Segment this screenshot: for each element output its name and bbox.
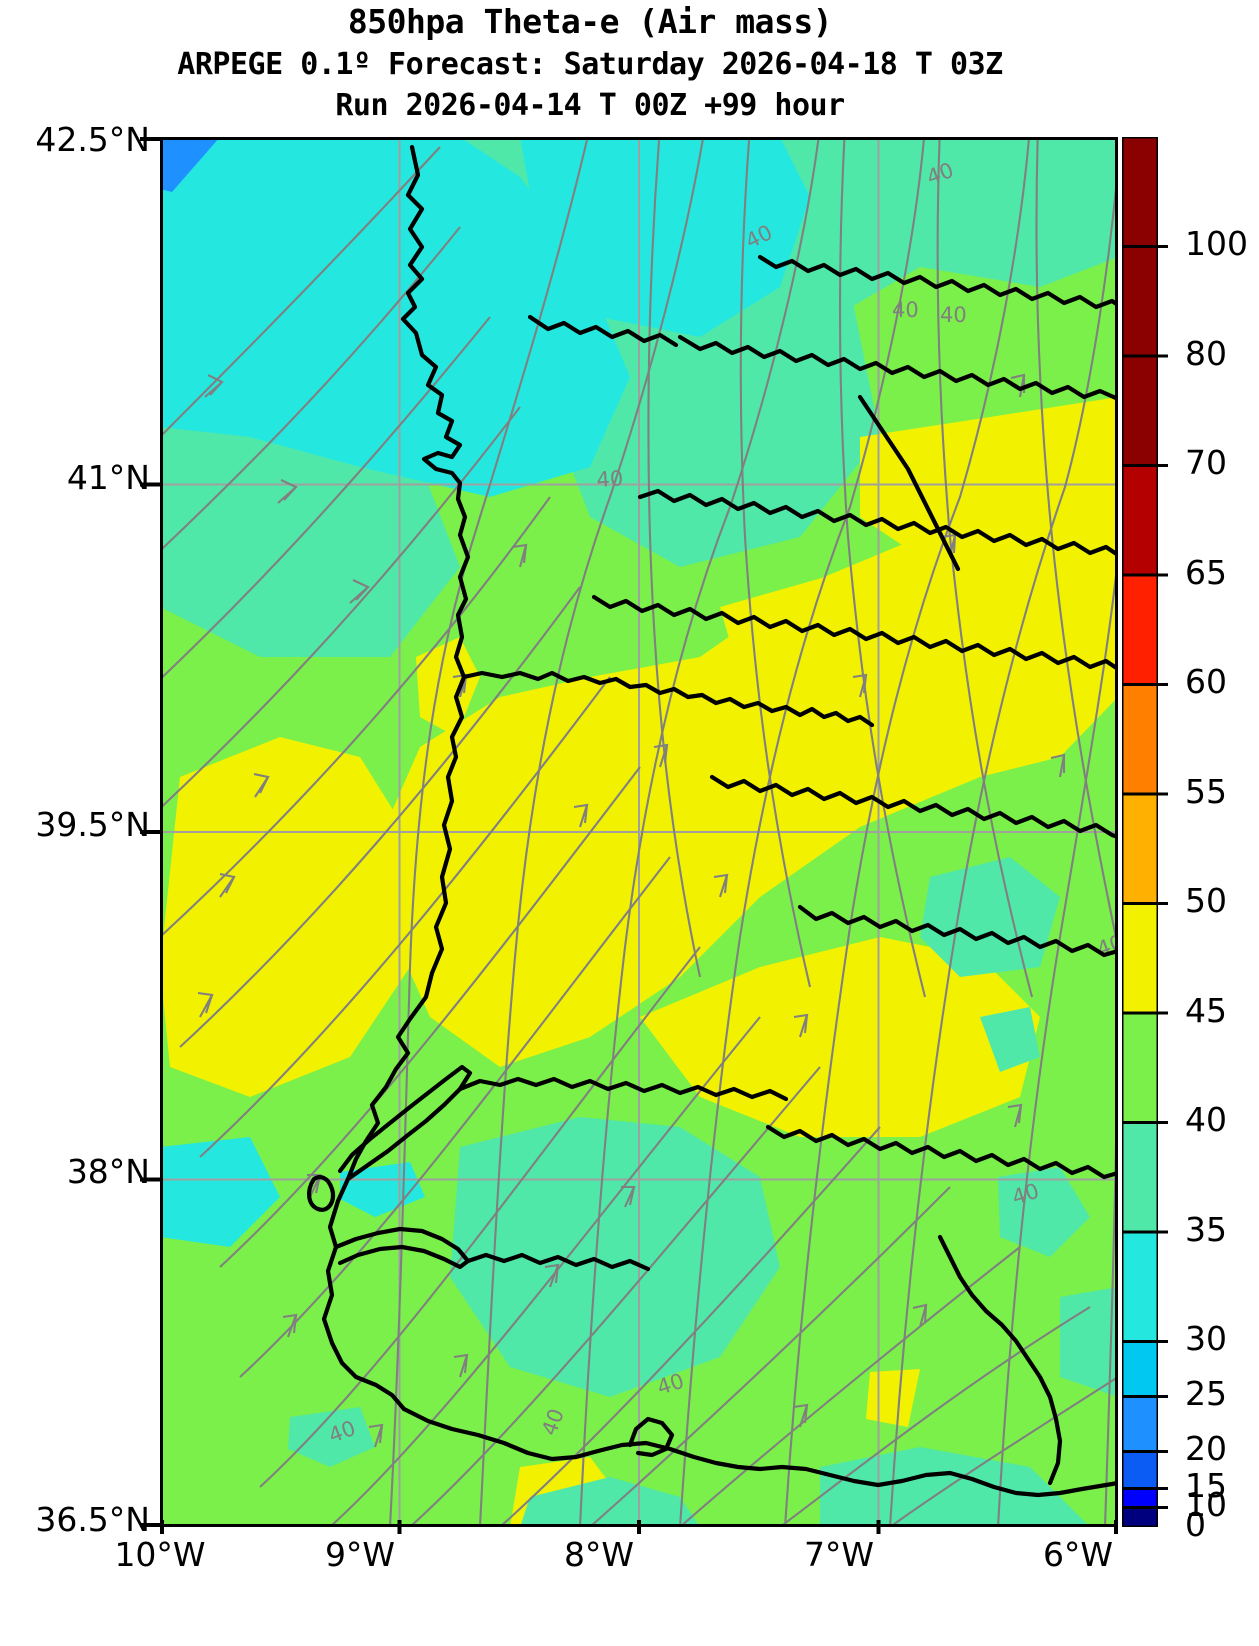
band-40-45-bottom (520, 1477, 700, 1527)
cb-label-45: 45 (1185, 991, 1227, 1030)
cb-label-65: 65 (1185, 553, 1227, 592)
lon-ticks (160, 1520, 1118, 1534)
band-35-40-b (520, 137, 810, 337)
band-40-45-e4 (1060, 1287, 1118, 1397)
border-interior-7 (765, 1124, 1118, 1180)
border-pt-es-south (465, 1252, 651, 1272)
border-interior-1 (677, 334, 1118, 402)
wind-streamlines (160, 137, 1118, 1527)
lat-label-42-5: 42.5°N (35, 120, 150, 159)
colorbar-swatches (1122, 137, 1158, 1527)
band-40-45-south (450, 1117, 780, 1397)
contour-label-40-3: 40 (892, 298, 919, 322)
cb-label-55: 55 (1185, 772, 1227, 811)
border-interior-5 (709, 774, 1118, 840)
band-40-45-sw (288, 1407, 375, 1467)
contour-label-40-5: 40 (596, 466, 624, 492)
title-line-2: ARPEGE 0.1º Forecast: Saturday 2026-04-1… (177, 47, 1003, 82)
lat-label-36-5: 36.5°N (35, 1500, 150, 1539)
lon-label-6w: 6°W (1042, 1535, 1114, 1574)
lat-label-39-5: 39.5°N (35, 805, 150, 844)
border-pt-es (461, 670, 875, 728)
island-lagoon (307, 1175, 336, 1212)
cb-label-15: 15 (1185, 1466, 1227, 1505)
title-line-1: 850hpa Theta-e (Air mass) (347, 2, 833, 41)
cb-label-30: 30 (1185, 1319, 1227, 1358)
border-se (937, 1234, 1063, 1486)
cb-label-0: 0 (1185, 1505, 1206, 1544)
band-45-50-spot1 (416, 637, 480, 737)
border-interior-4 (591, 594, 1118, 672)
title-line-3: Run 2026-04-14 T 00Z +99 hour (335, 88, 845, 123)
coastlines-and-borders (307, 144, 1118, 1498)
cb-label-50: 50 (1185, 881, 1227, 920)
cb-label-25: 25 (1185, 1374, 1227, 1413)
cb-label-100: 100 (1185, 224, 1248, 263)
border-interior-3 (637, 488, 1118, 558)
lat-label-41: 41°N (66, 458, 150, 497)
streamline-arrowheads (197, 373, 1066, 1448)
cb-label-20: 20 (1185, 1429, 1227, 1468)
cb-label-40: 40 (1185, 1100, 1227, 1139)
figure-title: 850hpa Theta-e (Air mass) ARPEGE 0.1º Fo… (0, 0, 1180, 126)
lon-label-9w: 9°W (324, 1535, 396, 1574)
lat-label-38: 38°N (66, 1152, 150, 1191)
coast-portugal-west (321, 674, 467, 1412)
lon-label-8w: 8°W (563, 1535, 635, 1574)
band-40-45-se (820, 1447, 1090, 1527)
border-interior-6 (797, 904, 1118, 958)
cb-label-60: 60 (1185, 662, 1227, 701)
border-cantabria (757, 254, 1118, 310)
lat-ticks (140, 137, 160, 1527)
contour-label-40-4: 40 (940, 303, 967, 327)
lon-label-10w: 10°W (114, 1535, 206, 1574)
cb-label-35: 35 (1185, 1210, 1227, 1249)
band-45-50-ne (860, 397, 1118, 557)
colorbar-ticks (1122, 245, 1168, 1509)
coast-guadiana (627, 1416, 675, 1458)
lon-label-7w: 7°W (803, 1535, 875, 1574)
coast-algarve (401, 1406, 1118, 1498)
border-ne-1 (857, 394, 961, 572)
colorbar (1120, 135, 1160, 1529)
border-pt-es-mid (457, 1076, 789, 1102)
band-40-45-e2 (980, 1007, 1040, 1072)
band-45-50-centre2 (640, 937, 1040, 1137)
band-40-45-w1 (160, 1137, 280, 1247)
coast-galicia (400, 144, 471, 680)
band-40-45-e1 (920, 857, 1060, 977)
band-30-35-corner (160, 137, 220, 192)
cb-label-70: 70 (1185, 443, 1227, 482)
coast-tagus (337, 1064, 473, 1182)
border-interior-2 (527, 314, 679, 348)
cb-label-10: 10 (1185, 1485, 1227, 1524)
cb-label-80: 80 (1185, 334, 1227, 373)
map-panel: 40 40 40 40 40 40 40 40 40 40 40 (160, 137, 1118, 1527)
